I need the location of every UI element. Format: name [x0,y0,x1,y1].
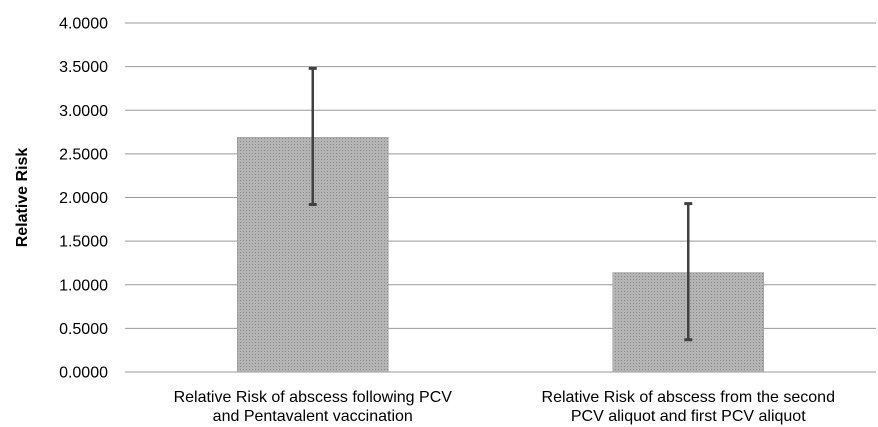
y-axis-title: Relative Risk [14,148,31,248]
error-bar [308,66,317,206]
error-bars [308,66,693,342]
y-tick-label: 1.0000 [59,277,108,294]
category-label-line: Relative Risk of abscess from the second [542,389,835,406]
category-label-line: and Pentavalent vaccination [213,408,413,425]
y-tick-label: 0.0000 [59,365,108,382]
y-tick-label: 0.5000 [59,321,108,338]
y-tick-label: 3.5000 [59,59,108,76]
category-label: Relative Risk of abscess following PCV an… [174,389,453,425]
category-label-line: Relative Risk of abscess following PCV [174,389,453,406]
category-label: Relative Risk of abscess from the second… [542,389,835,425]
y-tick-label: 4.0000 [59,16,108,33]
y-tick-label: 2.5000 [59,146,108,163]
x-axis-labels: Relative Risk of abscess following PCV an… [174,389,835,425]
error-bar [684,202,693,342]
y-tick-label: 2.0000 [59,190,108,207]
bars [237,137,764,373]
y-axis-ticks: 0.0000 0.5000 1.0000 1.5000 2.0000 2.5000 3.00… [59,16,108,382]
y-tick-label: 1.5000 [59,234,108,251]
category-label-line: PCV aliquot and first PCV aliquot [571,408,806,425]
y-tick-label: 3.0000 [59,103,108,120]
